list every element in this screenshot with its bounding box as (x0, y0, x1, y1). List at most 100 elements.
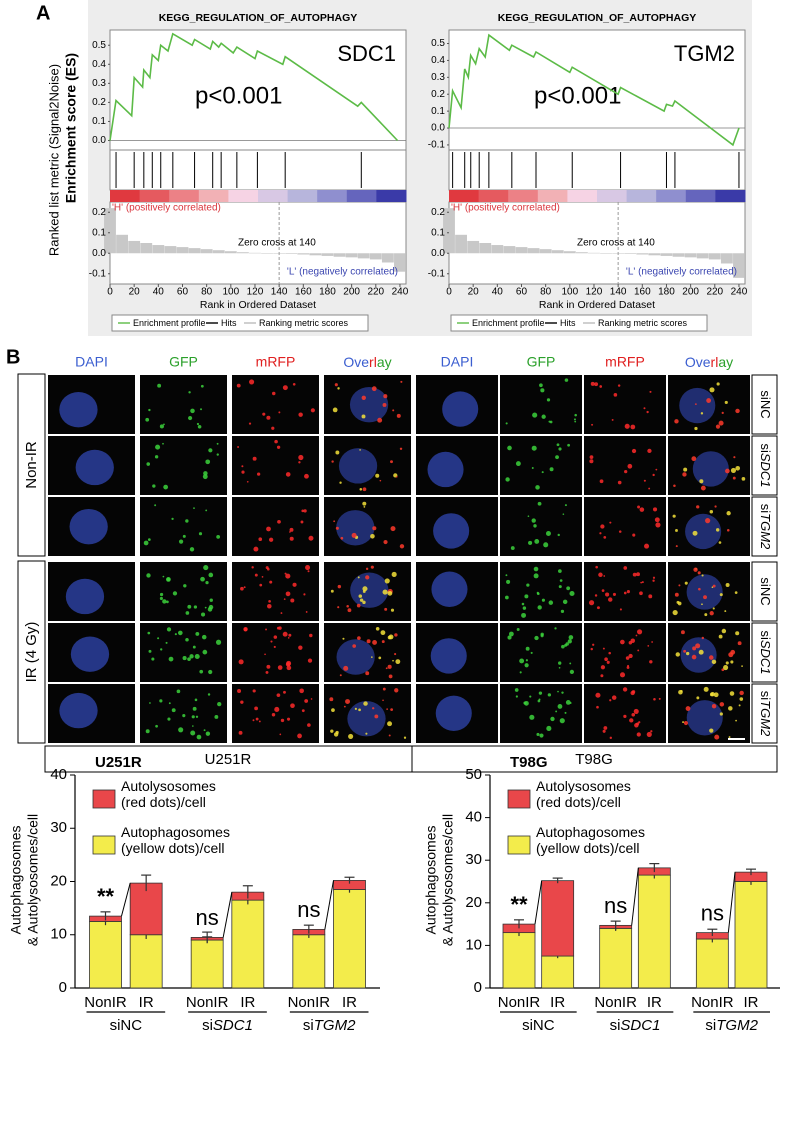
error-bar (202, 931, 213, 943)
puncta (285, 591, 291, 597)
puncta (635, 634, 638, 637)
puncta (555, 455, 559, 460)
x-tick-label: 100 (222, 287, 239, 298)
puncta (305, 611, 308, 613)
puncta (238, 659, 244, 665)
puncta (521, 612, 527, 618)
metric-tick-label: 0.2 (431, 207, 445, 218)
puncta (531, 518, 536, 523)
puncta (561, 644, 565, 649)
legend-label: Autolysosomes (red dots)/cell (536, 778, 631, 810)
puncta (297, 733, 302, 739)
y-tick-label: 50 (465, 766, 482, 783)
puncta (289, 531, 291, 533)
puncta (632, 533, 636, 537)
puncta (646, 731, 652, 738)
puncta (387, 590, 393, 596)
puncta (290, 703, 295, 709)
y-tick-label: 0 (474, 979, 482, 996)
puncta (273, 645, 276, 649)
puncta (626, 590, 630, 594)
puncta (237, 688, 242, 693)
puncta (310, 698, 313, 700)
puncta (200, 576, 205, 582)
puncta (675, 529, 678, 532)
text-part: si (758, 504, 773, 514)
significance: ns (297, 897, 320, 922)
puncta (617, 384, 621, 387)
sirna-box (751, 374, 778, 435)
puncta (726, 528, 730, 532)
puncta (545, 531, 551, 536)
puncta (649, 390, 652, 393)
bar-segment (292, 934, 326, 989)
metric-bar (515, 247, 528, 254)
puncta (154, 455, 159, 459)
puncta (292, 382, 296, 386)
nucleus (433, 513, 470, 549)
significance: ns (604, 893, 627, 918)
puncta (703, 595, 707, 600)
puncta (638, 721, 641, 724)
puncta (208, 572, 214, 578)
puncta (216, 453, 219, 456)
puncta (630, 638, 636, 643)
puncta (290, 598, 295, 603)
puncta (237, 446, 240, 448)
puncta (605, 592, 610, 597)
puncta (694, 403, 697, 405)
column-header: mRFP (605, 354, 645, 370)
metric-bar (588, 252, 600, 254)
error-bar (514, 919, 524, 929)
nucleus (685, 513, 722, 550)
puncta (693, 567, 698, 572)
puncta (682, 472, 687, 477)
puncta (534, 635, 539, 641)
puncta (347, 608, 352, 613)
micrograph (500, 562, 582, 621)
nucleus (336, 639, 375, 675)
puncta (390, 608, 395, 612)
x-tick-label: 40 (153, 287, 165, 298)
text-part: Ove (685, 354, 711, 370)
text-part: Ove (343, 354, 369, 370)
text-part: rl (369, 354, 377, 370)
puncta (282, 385, 288, 391)
puncta (675, 652, 680, 657)
puncta (609, 736, 613, 740)
heat-segment (449, 190, 480, 202)
puncta (639, 591, 643, 596)
puncta (202, 649, 208, 655)
text-part: NC (758, 587, 773, 606)
puncta (643, 407, 646, 410)
puncta (163, 423, 165, 426)
puncta (694, 426, 698, 431)
puncta (697, 571, 701, 575)
puncta (598, 572, 603, 578)
puncta (644, 543, 650, 549)
metric-bar (394, 253, 406, 272)
puncta (709, 728, 714, 733)
puncta (569, 669, 575, 674)
metric-bar (563, 251, 576, 254)
puncta (510, 546, 515, 550)
connector (121, 882, 131, 917)
metric-bar (539, 249, 552, 254)
legend-swatch (507, 789, 531, 809)
metric-bar (345, 253, 358, 258)
puncta (279, 733, 282, 736)
puncta (640, 581, 643, 584)
puncta (166, 577, 171, 582)
nucleus (686, 700, 723, 736)
puncta (146, 462, 151, 466)
puncta (382, 589, 388, 595)
puncta (286, 717, 291, 721)
puncta (564, 504, 567, 507)
nucleus (435, 695, 472, 732)
puncta (705, 518, 711, 524)
puncta (726, 511, 731, 516)
x-tick-label: 140 (271, 287, 288, 298)
es-tick-label: 0.3 (92, 78, 106, 89)
micrograph (140, 623, 227, 682)
heat-segment (169, 190, 200, 202)
